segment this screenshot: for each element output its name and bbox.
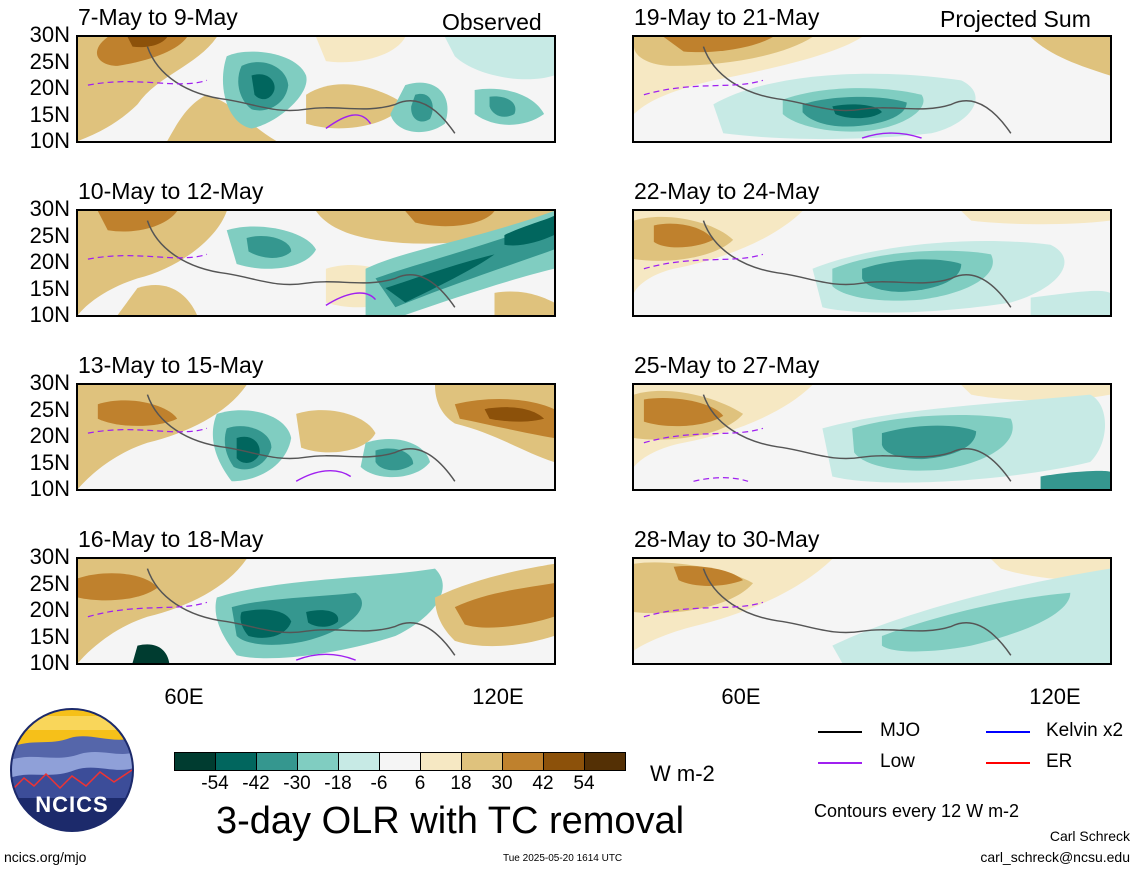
legend-mjo-line (818, 731, 862, 733)
colorbar-swatch (338, 752, 380, 771)
lat-label: 25N (29, 48, 70, 74)
panel-title: 7-May to 9-May (78, 4, 238, 30)
logo-text: NCICS (35, 792, 109, 817)
lon-label: 120E (1029, 684, 1081, 709)
lat-label: 25N (29, 570, 70, 596)
lat-label: 10N (29, 128, 70, 153)
colorbar-tick-label: -30 (283, 773, 311, 794)
lat-label: 20N (29, 249, 70, 274)
lat-label: 10N (29, 476, 70, 501)
colorbar-tick-label: -42 (242, 773, 270, 794)
colorbar-tick-label: 54 (573, 773, 595, 794)
panel-title: 13-May to 15-May (78, 352, 264, 378)
author-name: Carl Schreck (1049, 828, 1130, 844)
lon-label: 60E (721, 684, 761, 709)
lat-label: 15N (29, 101, 70, 127)
colorbar-swatch (379, 752, 421, 771)
colorbar-tick-label: 42 (532, 773, 554, 794)
lat-label: 25N (29, 222, 70, 248)
observed-label: Observed (442, 9, 542, 35)
panel-title: 19-May to 21-May (634, 4, 820, 30)
ncics-logo: NCICS (10, 708, 134, 832)
colorbar-swatch (502, 752, 544, 771)
colorbar-tick-label: -18 (324, 773, 352, 794)
author-email: carl_schreck@ncsu.edu (980, 849, 1130, 865)
colorbar-swatch (584, 752, 626, 771)
colorbar-tick-label: 6 (414, 773, 426, 794)
panel-title: 16-May to 18-May (78, 526, 264, 552)
colorbar-tick-label: -6 (370, 773, 388, 794)
lon-label: 60E (164, 684, 204, 709)
lat-label: 20N (29, 75, 70, 100)
timestamp: Tue 2025-05-20 1614 UTC (503, 853, 623, 864)
colorbar-swatch (174, 752, 216, 771)
map-panel-observed-3 (76, 383, 556, 491)
colorbar-tick-label: 30 (491, 773, 513, 794)
panel-title: 25-May to 27-May (634, 352, 820, 378)
legend-er-line (986, 762, 1030, 764)
legend-er-label: ER (1046, 751, 1073, 772)
map-panel-observed-1 (76, 35, 556, 143)
legend-kelvin-label: Kelvin x2 (1046, 720, 1124, 741)
lat-label: 30N (29, 544, 70, 569)
lat-label: 15N (29, 449, 70, 475)
map-panel-projected-4 (632, 557, 1112, 665)
lat-label: 30N (29, 22, 70, 47)
lat-label: 30N (29, 196, 70, 221)
panel-title: 22-May to 24-May (634, 178, 820, 204)
legend-low-label: Low (880, 751, 915, 772)
colorbar-swatch (420, 752, 462, 771)
legend-mjo-label: MJO (880, 720, 921, 741)
lat-label: 10N (29, 302, 70, 327)
map-panel-projected-1 (632, 35, 1112, 143)
map-panel-observed-4 (76, 557, 556, 665)
lat-label: 15N (29, 275, 70, 301)
projected-label: Projected Sum (940, 6, 1091, 32)
colorbar-swatch (256, 752, 298, 771)
site-link[interactable]: ncics.org/mjo (4, 849, 87, 865)
colorbar-tick-label: 18 (450, 773, 472, 794)
panel-title: 10-May to 12-May (78, 178, 264, 204)
colorbar-units: W m-2 (650, 761, 715, 786)
main-title: 3-day OLR with TC removal (216, 800, 685, 842)
legend-low-line (818, 762, 862, 764)
colorbar-swatch (297, 752, 339, 771)
lat-label: 10N (29, 650, 70, 675)
lat-label: 25N (29, 396, 70, 422)
panel-title: 28-May to 30-May (634, 526, 820, 552)
map-panel-projected-2 (632, 209, 1112, 317)
colorbar-swatch (461, 752, 503, 771)
lon-label: 120E (472, 684, 524, 709)
lat-label: 20N (29, 423, 70, 448)
map-panel-observed-2 (76, 209, 556, 317)
map-panel-projected-3 (632, 383, 1112, 491)
contour-note: Contours every 12 W m-2 (814, 801, 1020, 821)
legend-kelvin-line (986, 731, 1030, 733)
colorbar-swatch (543, 752, 585, 771)
colorbar-tick-label: -54 (201, 773, 229, 794)
lat-label: 20N (29, 597, 70, 622)
lat-label: 30N (29, 370, 70, 395)
lat-label: 15N (29, 623, 70, 649)
colorbar-swatch (215, 752, 257, 771)
